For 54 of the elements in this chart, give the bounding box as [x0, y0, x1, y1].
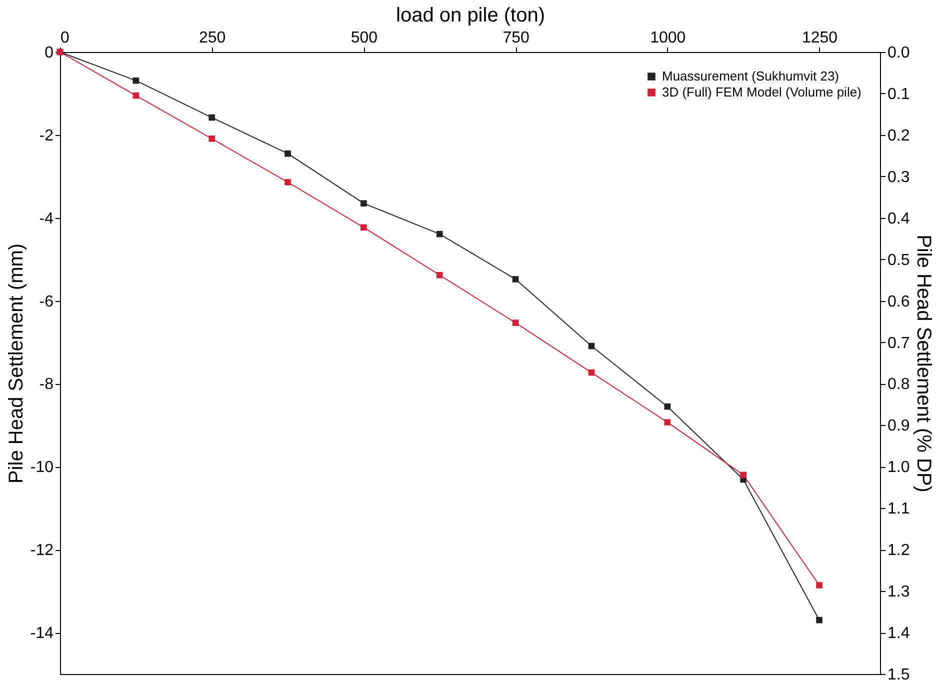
point — [284, 179, 291, 186]
y2-tick-label: 1.5 — [888, 666, 910, 684]
point — [436, 272, 443, 278]
y-tick-label: -6 — [39, 293, 54, 310]
y2-tick-label: 0.3 — [888, 168, 910, 186]
point — [208, 136, 216, 142]
point — [740, 472, 746, 478]
point — [360, 224, 367, 231]
y2-tick-label: 0.0 — [888, 44, 910, 62]
point — [132, 77, 140, 84]
y-tick-label: -2 — [39, 127, 54, 144]
x-tick-label: 1250 — [802, 30, 838, 46]
x-axis-title: load on pile (ton) — [396, 4, 545, 26]
point — [588, 369, 595, 376]
y2-tick-label: 1.2 — [888, 542, 910, 560]
x-tick-label: 1000 — [650, 30, 686, 46]
y2-tick-label: 1.3 — [888, 584, 910, 601]
x-tick-label: 0 — [60, 30, 70, 46]
legend-label: Muassurement (Sukhumvit 23) — [662, 68, 840, 84]
point — [512, 276, 519, 282]
y-tick-label: -12 — [30, 542, 54, 560]
x-tick-label: 250 — [199, 30, 226, 46]
point — [816, 616, 822, 624]
y-tick-label: -4 — [39, 210, 54, 228]
point — [284, 150, 291, 157]
point — [588, 342, 595, 350]
point — [664, 419, 671, 426]
y2-tick-label: 0.8 — [888, 376, 910, 394]
x-tick-label: 500 — [350, 30, 378, 46]
y-tick-label: -10 — [30, 459, 54, 476]
point — [360, 200, 367, 207]
legend-label: 3D (Full) FEM Model (Volume pile) — [662, 84, 862, 100]
y-axis-title: Pile Head Settlement (mm) — [5, 243, 28, 484]
y2-tick-label: 1.1 — [888, 500, 910, 518]
y2-tick-label: 1.0 — [888, 459, 910, 476]
y2-tick-label: 0.2 — [888, 127, 910, 144]
y2-tick-label: 0.6 — [888, 293, 910, 310]
y2-tick-label: 0.9 — [888, 418, 910, 435]
y-tick-label: -14 — [30, 625, 54, 642]
point — [436, 230, 443, 238]
point — [664, 403, 671, 410]
y2-tick-label: 1.4 — [888, 625, 910, 642]
y2-axis-title: Pile Head Settlement (% DP) — [912, 234, 935, 492]
y-tick-label: -8 — [39, 376, 54, 394]
point — [512, 320, 519, 326]
x-tick-label: 750 — [502, 30, 530, 46]
y2-tick-label: 0.1 — [888, 86, 910, 103]
point — [208, 114, 216, 121]
y2-tick-label: 0.7 — [888, 334, 910, 352]
y2-tick-label: 0.4 — [888, 210, 910, 228]
point — [132, 92, 140, 99]
point — [816, 582, 822, 588]
y2-tick-label: 0.5 — [888, 252, 910, 269]
y-tick-label: 0 — [44, 44, 54, 62]
